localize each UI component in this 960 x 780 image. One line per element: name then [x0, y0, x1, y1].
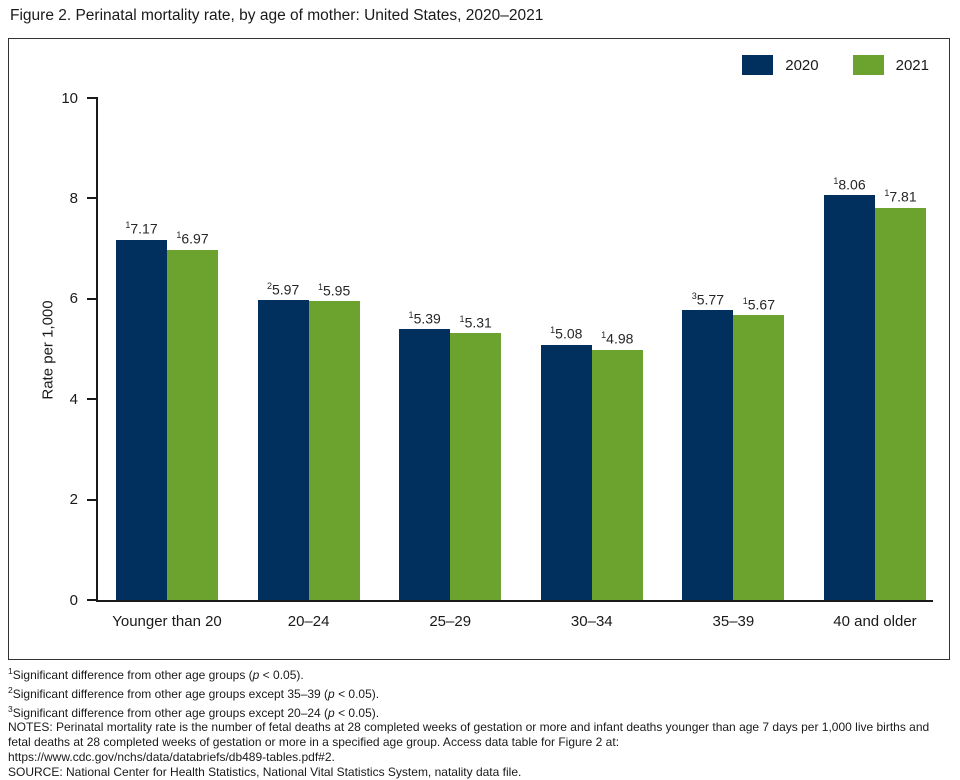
value-label: 35.77	[691, 290, 725, 308]
bar-2020: 15.39	[399, 310, 451, 600]
figure-title: Figure 2. Perinatal mortality rate, by a…	[10, 7, 544, 24]
footnote-line: 2Significant difference from other age g…	[8, 684, 380, 701]
y-tick-label: 4	[69, 390, 78, 408]
bar-2021: 14.98	[591, 330, 643, 600]
chart-frame: 2020 2021 Rate per 1,000 17.17 16.97 Young…	[8, 38, 950, 660]
bar-2021: 16.97	[167, 230, 218, 600]
y-tick-mark	[87, 297, 98, 300]
category-label: Younger than 20	[112, 613, 222, 630]
bar-group: 17.17 16.97 Younger than 20	[112, 98, 222, 630]
value-label: 25.97	[266, 280, 300, 298]
y-tick-label: 6	[69, 290, 78, 308]
category-label: 35–39	[712, 613, 755, 630]
bar-group: 25.97 15.95 20–24	[257, 98, 360, 630]
footnotes: 1Significant difference from other age g…	[8, 664, 954, 780]
bar-2021: 17.81	[874, 188, 926, 600]
bar-2020: 17.17	[116, 220, 167, 600]
y-tick-mark	[87, 498, 98, 501]
y-axis-title: Rate per 1,000	[39, 300, 57, 400]
value-label: 15.31	[459, 313, 492, 331]
legend-swatch-2020	[742, 55, 774, 75]
bar-2020: 25.97	[257, 281, 309, 600]
y-tick-label: 2	[69, 491, 78, 509]
plot-area: 17.17 16.97 Younger than 20 25.97 15.95 20–24…	[61, 91, 933, 630]
value-label: 17.81	[884, 188, 917, 205]
bar-2021: 15.31	[450, 314, 502, 600]
value-label: 15.95	[317, 281, 351, 299]
source-text: SOURCE: National Center for Health Stati…	[8, 764, 522, 779]
bar-2020: 15.08	[540, 325, 592, 600]
y-tick-label: 8	[69, 189, 78, 207]
bar-group: 18.06 17.81 40 and older	[823, 98, 926, 630]
value-label: 15.08	[550, 325, 583, 342]
value-label: 16.97	[176, 230, 209, 248]
significance-footnotes: 1Significant difference from other age g…	[8, 664, 954, 720]
bar-2020: 18.06	[823, 176, 875, 600]
category-label: 40 and older	[833, 613, 917, 630]
footnote-line: 1Significant difference from other age g…	[8, 666, 304, 682]
notes-text: NOTES: Perinatal mortality rate is the n…	[8, 720, 930, 750]
value-label: 18.06	[833, 175, 866, 193]
value-label: 14.98	[601, 330, 634, 348]
category-label: 20–24	[287, 613, 330, 630]
bar-2020: 35.77	[682, 291, 734, 600]
y-tick-mark	[87, 97, 98, 99]
bar-group: 15.08 14.98 30–34	[540, 98, 643, 630]
bar-groups: 17.17 16.97 Younger than 20 25.97 15.95 20–24…	[98, 98, 933, 630]
legend-swatch-2021	[852, 55, 884, 75]
legend-item-2021: 2021	[852, 55, 929, 75]
y-tick-mark	[87, 398, 98, 401]
legend-label-2020: 2020	[785, 56, 819, 74]
bar-2021: 15.95	[308, 282, 360, 600]
category-label: 30–34	[570, 613, 613, 630]
legend-item-2020: 2020	[742, 55, 819, 75]
y-tick-label: 10	[61, 89, 78, 107]
y-tick-mark	[87, 197, 98, 200]
bar-2021: 15.67	[733, 296, 785, 600]
value-label: 15.67	[742, 295, 776, 313]
value-label: 17.17	[125, 220, 158, 238]
legend-label-2021: 2021	[895, 56, 929, 74]
data-table-url[interactable]: https://www.cdc.gov/nchs/data/databriefs…	[8, 749, 335, 764]
bar-group: 35.77 15.67 35–39	[682, 98, 785, 630]
category-label: 25–29	[429, 613, 472, 630]
y-tick-mark	[87, 599, 98, 601]
footnote-line: 3Significant difference from other age g…	[8, 703, 380, 720]
legend: 2020 2021	[742, 55, 929, 75]
value-label: 15.39	[408, 309, 441, 327]
bar-group: 15.39 15.31 25–29	[399, 98, 502, 630]
y-tick-label: 0	[69, 591, 78, 609]
